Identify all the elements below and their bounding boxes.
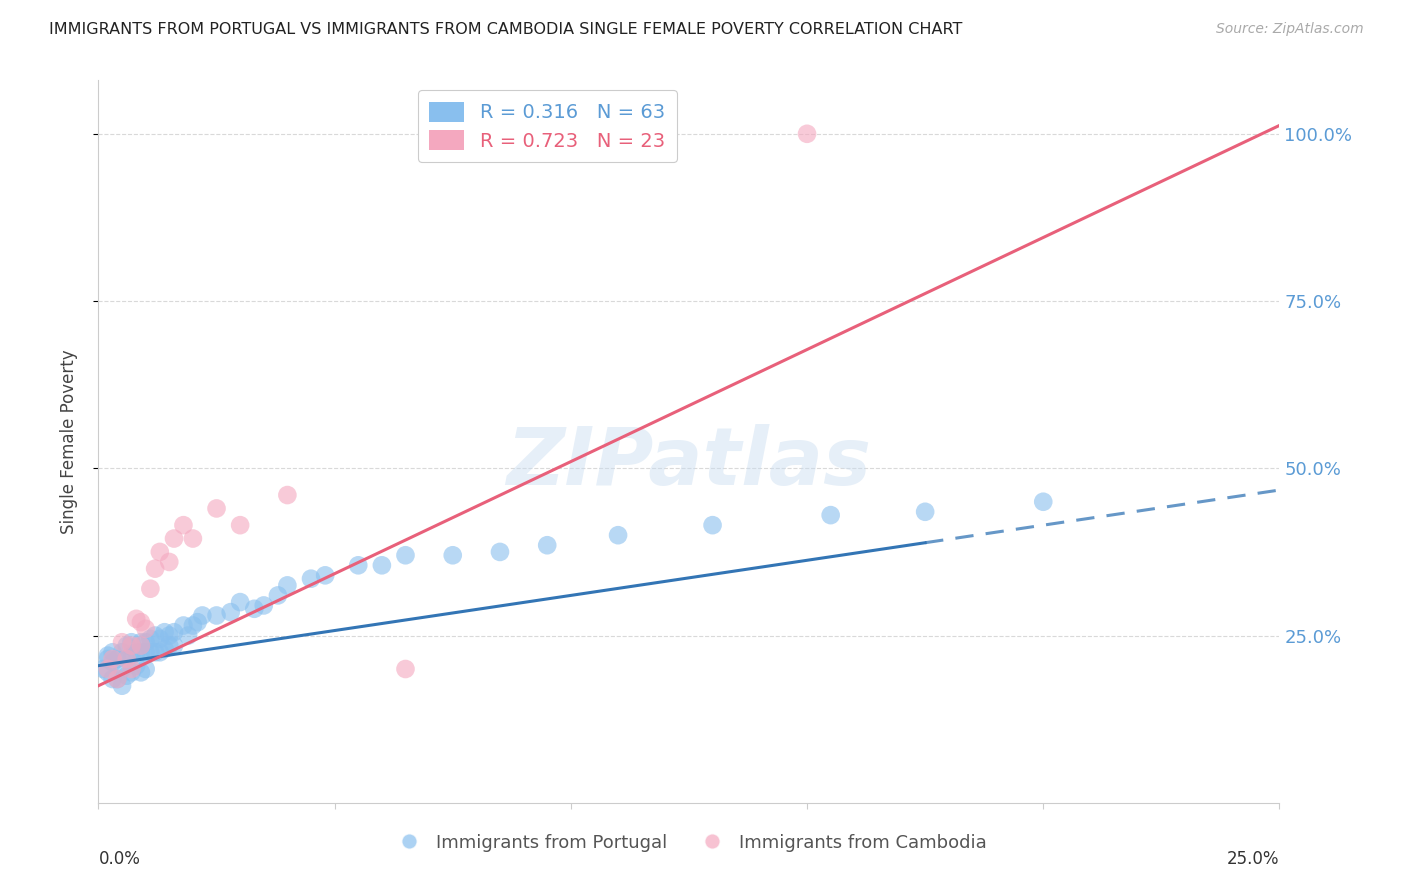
Point [129,635,152,649]
Point [1032,494,1054,508]
Point [607,528,630,542]
Point [796,127,818,141]
Point [394,548,416,563]
Point [191,608,214,623]
Point [135,662,157,676]
Point [441,548,464,563]
Point [143,628,166,642]
Point [181,532,204,546]
Point [299,572,322,586]
Point [121,665,143,680]
Point [820,508,842,523]
Point [163,532,186,546]
Point [153,642,176,657]
Point [111,662,134,676]
Point [149,632,172,646]
Point [157,628,180,642]
Point [172,618,194,632]
Point [97,652,120,666]
Point [149,645,172,659]
Point [101,645,124,659]
Point [129,639,152,653]
Point [125,612,148,626]
Point [121,662,143,676]
Point [125,658,148,673]
Point [111,645,134,659]
Point [187,615,209,630]
Text: Source: ZipAtlas.com: Source: ZipAtlas.com [1216,22,1364,37]
Point [314,568,336,582]
Point [125,645,148,659]
Point [157,555,180,569]
Point [536,538,558,552]
Point [177,628,200,642]
Point [101,672,124,686]
Point [115,652,138,666]
Point [135,635,157,649]
Point [153,625,176,640]
Point [121,648,143,663]
Point [135,645,157,659]
Point [267,589,290,603]
Point [115,639,138,653]
Point [97,662,120,676]
Point [394,662,416,676]
Point [97,665,120,680]
Text: 25.0%: 25.0% [1227,850,1279,868]
Point [129,615,152,630]
Point [181,618,204,632]
Legend: Immigrants from Portugal, Immigrants from Cambodia: Immigrants from Portugal, Immigrants fro… [384,826,994,859]
Point [143,562,166,576]
Point [276,488,298,502]
Point [702,518,724,533]
Point [157,639,180,653]
Text: IMMIGRANTS FROM PORTUGAL VS IMMIGRANTS FROM CAMBODIA SINGLE FEMALE POVERTY CORRE: IMMIGRANTS FROM PORTUGAL VS IMMIGRANTS F… [49,22,963,37]
Point [115,669,138,683]
Point [111,635,134,649]
Point [163,639,186,653]
Point [914,505,936,519]
Point [219,605,242,619]
Point [105,672,128,686]
Point [105,652,128,666]
Point [489,545,512,559]
Point [243,602,266,616]
Text: ZIPatlas: ZIPatlas [506,425,872,502]
Point [105,672,128,686]
Point [229,518,252,533]
Point [205,608,228,623]
Point [101,652,124,666]
Point [91,662,114,676]
Point [143,645,166,659]
Point [101,655,124,669]
Point [121,635,143,649]
Point [371,558,394,573]
Point [163,625,186,640]
Point [229,595,252,609]
Point [205,501,228,516]
Point [135,622,157,636]
Point [129,665,152,680]
Point [139,582,162,596]
Point [121,639,143,653]
Point [97,648,120,663]
Point [172,518,194,533]
Point [111,679,134,693]
Point [149,545,172,559]
Point [139,632,162,646]
Point [129,645,152,659]
Text: 0.0%: 0.0% [98,850,141,868]
Y-axis label: Single Female Poverty: Single Female Poverty [59,350,77,533]
Point [139,645,162,659]
Point [347,558,370,573]
Point [253,599,276,613]
Point [115,652,138,666]
Point [276,578,298,592]
